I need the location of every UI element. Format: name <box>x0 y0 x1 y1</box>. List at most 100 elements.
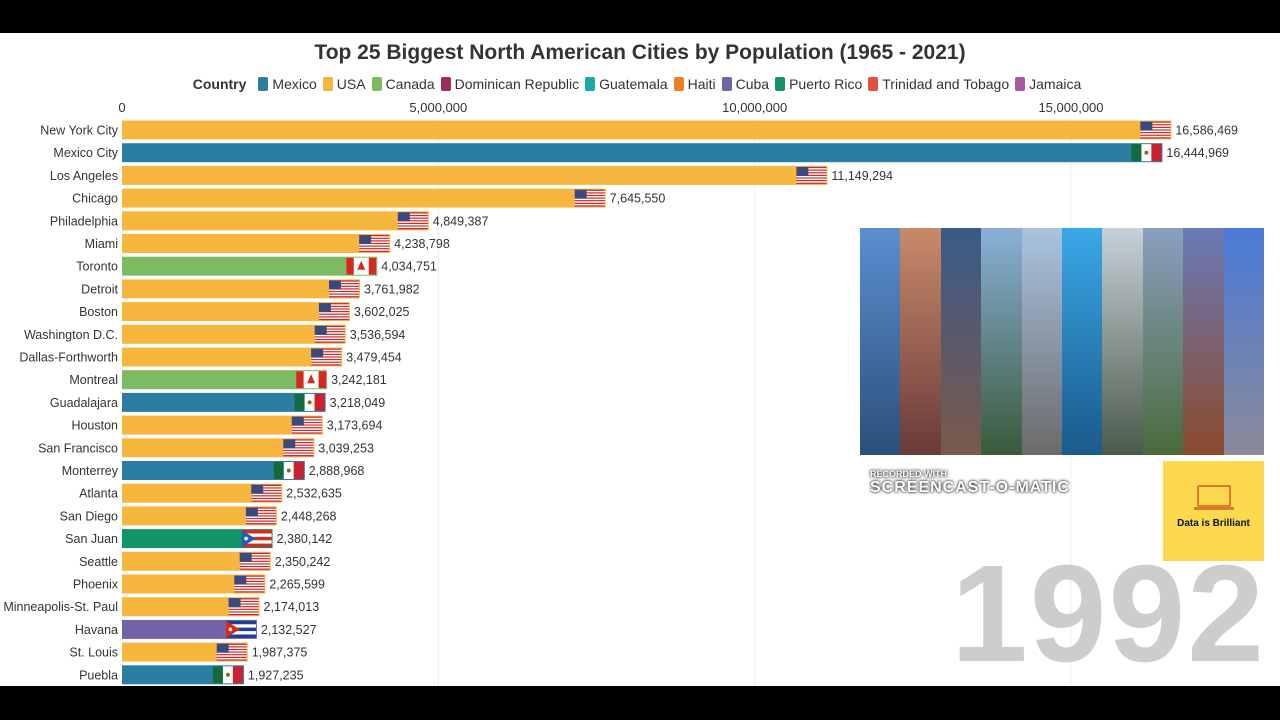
value-label: 4,238,798 <box>394 237 450 251</box>
bar <box>122 165 828 185</box>
value-label: 3,479,454 <box>346 351 402 365</box>
city-label: Miami <box>85 237 118 251</box>
bar <box>122 279 361 299</box>
legend-item[interactable]: Jamaica <box>1015 76 1081 92</box>
brand-logo: Data is Brilliant <box>1163 461 1264 561</box>
collage-panel <box>900 228 941 455</box>
usa-flag-icon <box>311 348 342 366</box>
bar <box>122 347 343 367</box>
legend-swatch <box>585 77 596 91</box>
usa-flag-icon <box>228 598 259 616</box>
bar-row: Puebla 1,927,235 <box>79 665 304 685</box>
legend: Country Mexico USA Canada Dominican Republic… <box>0 76 1280 92</box>
legend-item[interactable]: Haiti <box>673 76 716 92</box>
legend-item[interactable]: Dominican Republic <box>440 76 579 92</box>
bar-row: San Francisco 3,039,253 <box>38 438 374 458</box>
bar-row: Montreal 3,242,181 <box>69 370 387 390</box>
city-label: Chicago <box>72 192 118 206</box>
value-label: 3,218,049 <box>330 396 386 410</box>
bar <box>122 370 328 390</box>
mexico-flag-icon <box>273 462 304 479</box>
city-label: New York City <box>40 124 119 138</box>
value-label: 3,173,694 <box>327 419 383 433</box>
legend-label: USA <box>336 76 366 92</box>
city-label: Toronto <box>76 260 118 274</box>
legend-item[interactable]: USA <box>322 76 366 92</box>
bar-row: San Diego 2,448,268 <box>60 506 337 526</box>
legend-label: Cuba <box>735 76 770 92</box>
collage-panel <box>1062 228 1103 455</box>
city-label: Dallas-Forthworth <box>19 351 118 365</box>
bar-row: Philadelphia 4,849,387 <box>50 211 488 231</box>
current-year: 1992 <box>951 537 1266 686</box>
canada-flag-icon <box>296 371 327 389</box>
collage-panel <box>1142 228 1184 455</box>
bar <box>122 211 429 231</box>
value-label: 2,132,527 <box>261 623 317 637</box>
watermark-brand: SCREENCAST-O-MATIC <box>870 479 1070 496</box>
value-label: 2,380,142 <box>277 532 333 546</box>
legend-item[interactable]: Mexico <box>258 76 317 92</box>
value-label: 3,039,253 <box>318 441 374 455</box>
bar-row: Seattle 2,350,242 <box>79 551 331 571</box>
city-label: Atlanta <box>79 487 118 501</box>
x-tick-label: 0 <box>118 100 125 115</box>
collage-panel <box>1223 228 1265 455</box>
usa-flag-icon <box>251 484 282 502</box>
watermark-top: RECORDED WITH <box>870 469 947 479</box>
bar <box>122 483 283 503</box>
usa-flag-icon <box>1140 121 1171 139</box>
bar-row: Atlanta 2,532,635 <box>79 483 342 503</box>
city-label: Washington D.C. <box>24 328 118 342</box>
value-label: 2,350,242 <box>275 555 331 569</box>
bar <box>122 302 350 322</box>
value-label: 3,602,025 <box>354 305 410 319</box>
bar <box>122 461 305 480</box>
value-label: 7,645,550 <box>610 192 666 206</box>
value-label: 16,586,469 <box>1175 124 1238 138</box>
city-label: San Juan <box>65 532 118 546</box>
city-label: San Diego <box>60 509 118 523</box>
bar <box>122 619 257 639</box>
collage-panel <box>1183 228 1224 455</box>
value-label: 3,761,982 <box>364 282 420 296</box>
legend-item[interactable]: Puerto Rico <box>775 76 862 92</box>
bar-row: Washington D.C. 3,536,594 <box>24 324 405 344</box>
legend-item[interactable]: Guatemala <box>585 76 668 92</box>
city-label: Mexico City <box>53 146 118 160</box>
usa-flag-icon <box>359 235 390 252</box>
legend-swatch <box>440 77 451 91</box>
legend-swatch <box>258 77 269 91</box>
bar-row: Miami 4,238,798 <box>85 234 450 253</box>
laptop-chart-icon <box>1196 485 1231 507</box>
usa-flag-icon <box>291 416 322 434</box>
legend-swatch <box>721 77 732 91</box>
legend-item[interactable]: Trinidad and Tobago <box>868 76 1009 92</box>
mexico-flag-icon <box>1131 144 1162 162</box>
mexico-flag-icon <box>294 393 325 411</box>
value-label: 1,987,375 <box>252 646 308 660</box>
city-label: St. Louis <box>69 646 118 660</box>
chart-title: Top 25 Biggest North American Cities by … <box>314 41 966 64</box>
value-label: 2,174,013 <box>264 600 320 614</box>
legend-label: Guatemala <box>599 76 668 92</box>
usa-flag-icon <box>239 552 270 570</box>
city-label: Guadalajara <box>50 396 118 410</box>
bar <box>122 574 266 594</box>
usa-flag-icon <box>216 643 247 661</box>
legend-item[interactable]: Canada <box>371 76 435 92</box>
legend-label: Trinidad and Tobago <box>882 76 1010 92</box>
usa-flag-icon <box>574 189 605 207</box>
bar <box>122 234 391 253</box>
city-collage-image <box>860 228 1265 455</box>
legend-swatch <box>868 77 879 91</box>
bar <box>122 438 315 458</box>
puerto-rico-flag-icon <box>241 530 272 548</box>
chart-stage: Top 25 Biggest North American Cities by … <box>0 33 1280 686</box>
bar <box>122 120 1172 140</box>
value-label: 4,034,751 <box>381 260 437 274</box>
legend-item[interactable]: Cuba <box>721 76 770 92</box>
collage-panel <box>981 228 1022 455</box>
value-label: 3,242,181 <box>331 373 387 387</box>
legend-label: Jamaica <box>1029 76 1082 92</box>
